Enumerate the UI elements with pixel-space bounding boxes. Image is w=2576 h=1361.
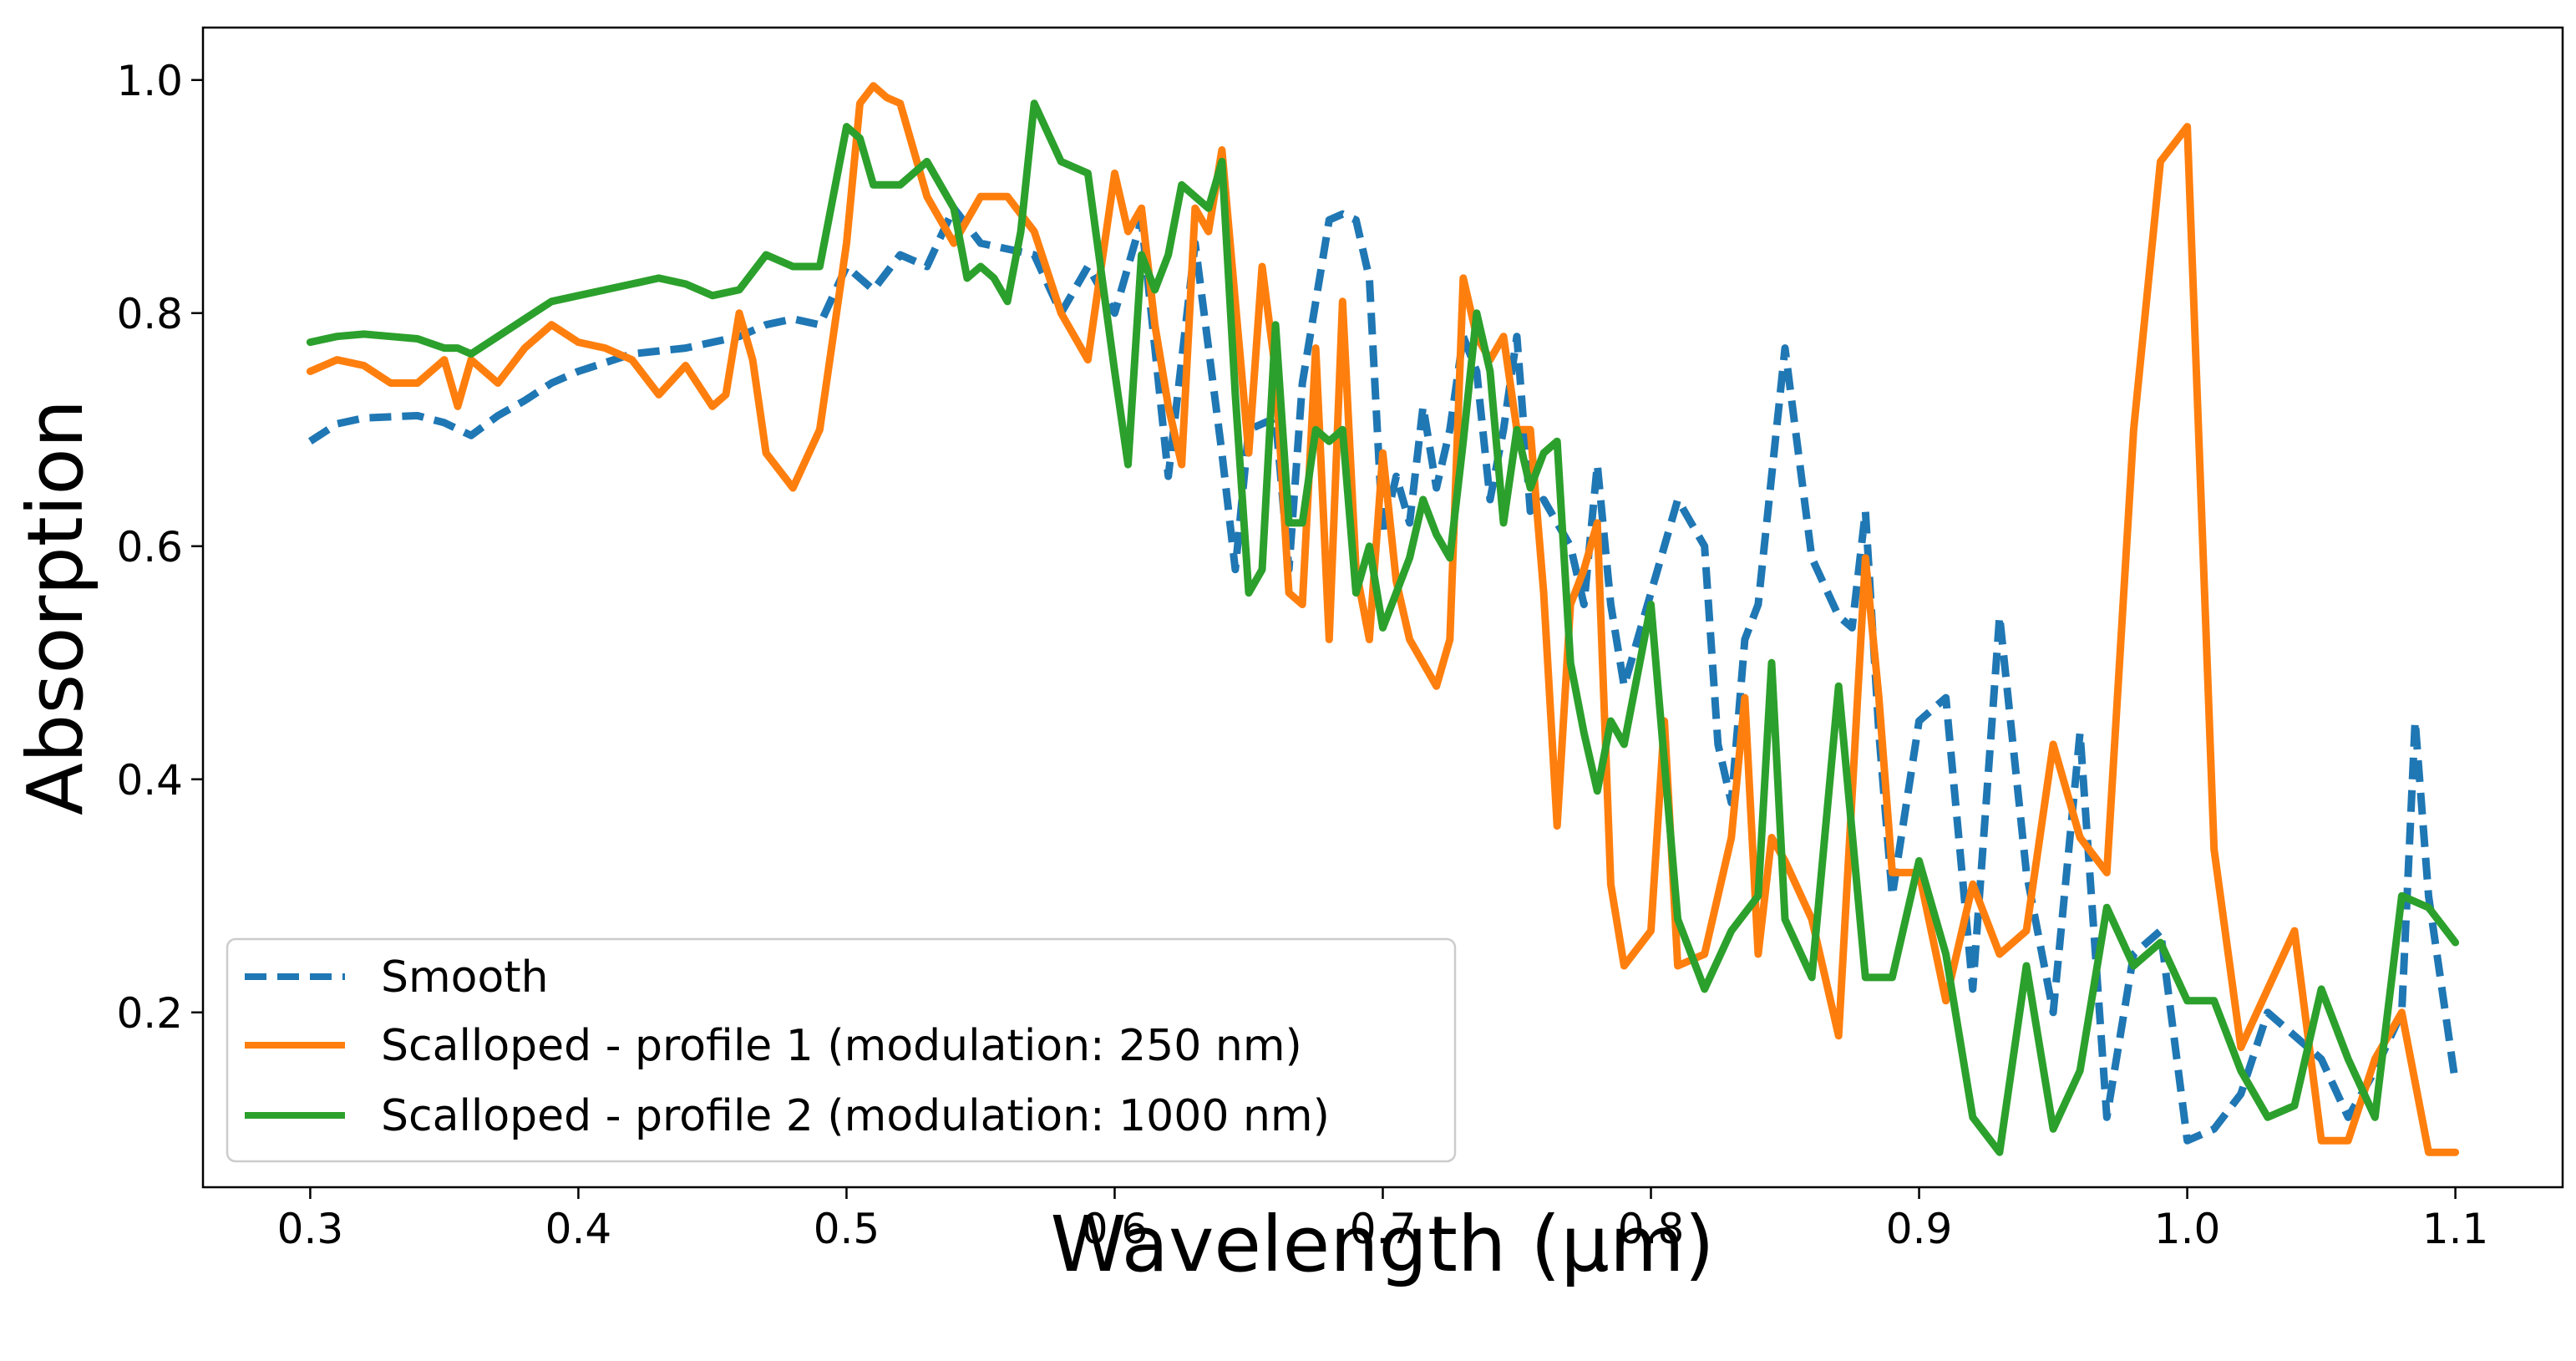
legend-label-scalloped-profile-1: Scalloped - profile 1 (modulation: 250 n… [381, 1021, 1302, 1071]
y-axis-title: Absorption [11, 399, 100, 815]
x-tick-label: 0.4 [545, 1205, 612, 1253]
legend: Smooth Scalloped - profile 1 (modulation… [226, 937, 1457, 1163]
legend-label-scalloped-profile-2: Scalloped - profile 2 (modulation: 1000 … [381, 1091, 1330, 1141]
x-tick-label: 0.3 [277, 1205, 344, 1253]
y-tick-label: 0.2 [116, 989, 183, 1038]
series-lines [306, 82, 2460, 1156]
x-tick-label: 1.1 [2422, 1205, 2489, 1253]
y-tick-label: 0.4 [116, 756, 183, 805]
x-tick-label: 0.5 [814, 1205, 880, 1253]
y-tick-label: 1.0 [116, 57, 183, 105]
y-tick-label: 0.8 [116, 290, 183, 338]
x-tick-label: 0.8 [1618, 1205, 1685, 1253]
x-tick-label: 0.6 [1082, 1205, 1149, 1253]
legend-box [226, 937, 1457, 1163]
y-tick-label: 0.6 [116, 523, 183, 571]
series-line-1 [306, 82, 2460, 1156]
x-tick-label: 0.7 [1350, 1205, 1417, 1253]
x-axis: 0.3 0.4 0.5 0.6 0.7 0.8 0.9 1.0 1.1 [277, 1187, 2489, 1253]
x-axis-title: Wavelength (µm) [1051, 1200, 1715, 1289]
x-tick-label: 1.0 [2154, 1205, 2221, 1253]
y-axis: 0.2 0.4 0.6 0.8 1.0 [116, 57, 203, 1038]
series-line-2 [306, 99, 2460, 1156]
x-tick-label: 0.9 [1886, 1205, 1953, 1253]
legend-label-smooth: Smooth [381, 952, 549, 1003]
